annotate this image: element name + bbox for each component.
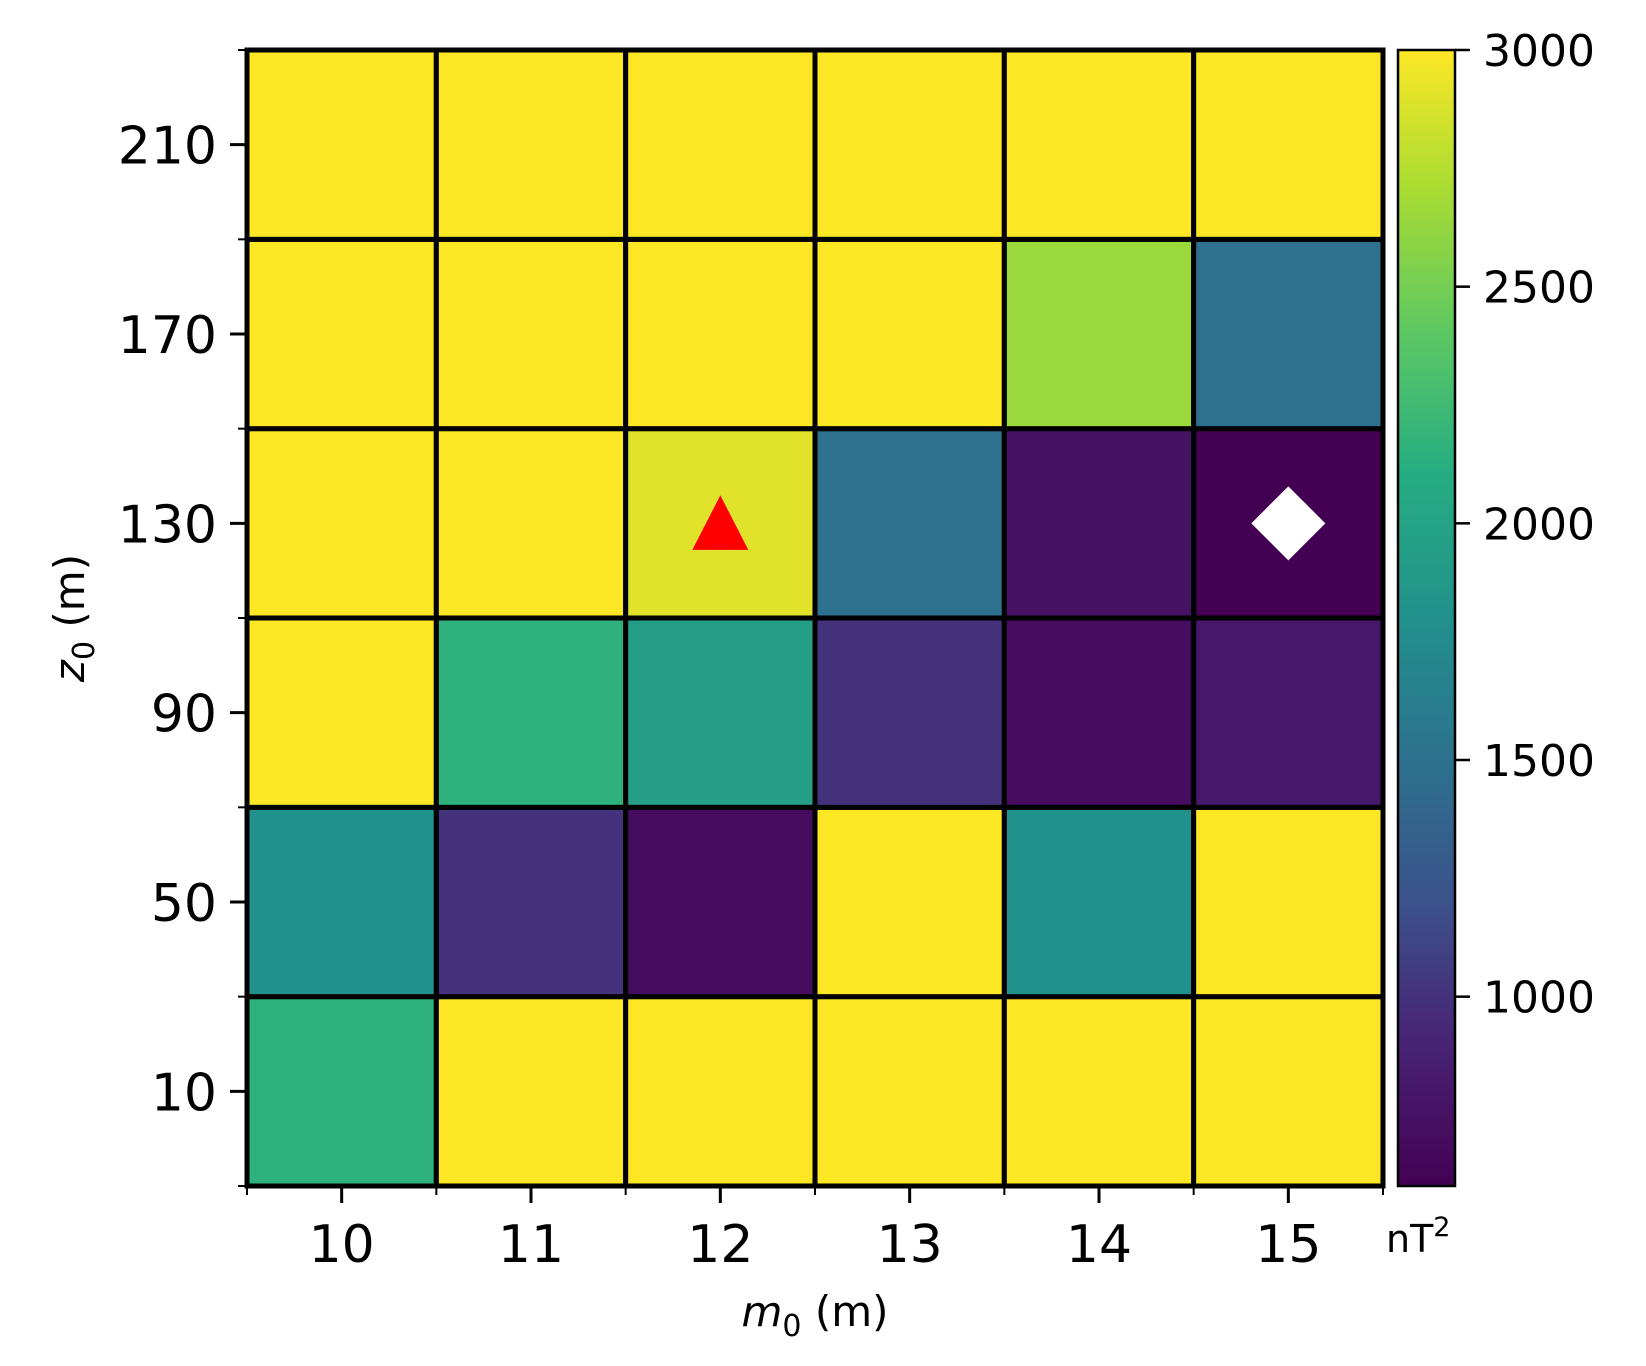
- colorbar-tick-label: 3000: [1483, 26, 1595, 77]
- heatmap-cell: [1001, 615, 1197, 810]
- colorbar-tick-label: 1500: [1483, 736, 1595, 787]
- heatmap-cell: [244, 804, 439, 1000]
- heatmap-cell: [244, 615, 439, 810]
- heatmap-cell: [244, 236, 439, 432]
- colorbar: 1000 1500 2000 2500 3000 nT2: [1386, 26, 1595, 1261]
- heatmap-cell: [1191, 804, 1386, 1000]
- y-tick-label: 10: [151, 1063, 217, 1123]
- axis-labels: m0 (m) z0 (m): [45, 554, 889, 1344]
- x-tick-label: 12: [687, 1215, 753, 1275]
- x-tick-label: 13: [877, 1215, 943, 1275]
- heatmap-cell: [1001, 47, 1197, 242]
- y-tick-label: 170: [118, 306, 217, 366]
- axes: 10 11 12 13 14 15 10 50 90 130 170 210: [118, 48, 1385, 1275]
- heatmap-cell: [244, 426, 439, 621]
- markers: [692, 486, 1326, 561]
- heatmap-cell: [812, 804, 1007, 1000]
- triangle-marker: [692, 495, 749, 550]
- y-tick-label: 90: [151, 685, 217, 745]
- heatmap-cell: [433, 47, 629, 242]
- heatmap-cells: [244, 47, 1386, 1189]
- heatmap-cell: [812, 615, 1007, 810]
- heatmap-cell: [623, 804, 818, 1000]
- heatmap-cell: [244, 47, 439, 242]
- heatmap-cell: [1191, 47, 1386, 242]
- heatmap-cell: [812, 236, 1007, 432]
- y-tick-label: 210: [118, 117, 217, 177]
- heatmap-cell: [1191, 236, 1386, 432]
- heatmap-cell: [244, 994, 439, 1189]
- heatmap-cell: [433, 236, 629, 432]
- x-tick-label: 14: [1066, 1215, 1132, 1275]
- heatmap-cell: [433, 615, 629, 810]
- x-axis-label: m0 (m): [741, 1287, 888, 1344]
- heatmap-cell: [433, 994, 629, 1189]
- heatmap-cell: [623, 47, 818, 242]
- colorbar-tick-label: 2000: [1483, 499, 1595, 550]
- y-tick-label: 50: [151, 874, 217, 934]
- heatmap-cell: [1001, 426, 1197, 621]
- heatmap-cell: [433, 804, 629, 1000]
- heatmap-cell: [623, 236, 818, 432]
- colorbar-gradient: [1396, 48, 1457, 1188]
- x-tick-label: 15: [1255, 1215, 1321, 1275]
- heatmap-cell: [623, 994, 818, 1189]
- heatmap-cell: [812, 994, 1007, 1189]
- heatmap-cell: [1191, 615, 1386, 810]
- heatmap-cell: [812, 47, 1007, 242]
- diamond-marker: [1251, 486, 1326, 561]
- colorbar-tick-label: 2500: [1483, 263, 1595, 314]
- heatmap-cell: [1001, 804, 1197, 1000]
- x-tick-label: 10: [309, 1215, 375, 1275]
- colorbar-tick-label: 1000: [1483, 973, 1595, 1024]
- heatmap-cell: [812, 426, 1007, 621]
- heatmap-cell: [623, 615, 818, 810]
- heatmap-cell: [1001, 236, 1197, 432]
- y-axis-label: z0 (m): [45, 554, 102, 683]
- heatmap-cell: [1191, 994, 1386, 1189]
- colorbar-unit-label: nT2: [1386, 1212, 1450, 1261]
- heatmap-cell: [1001, 994, 1197, 1189]
- heatmap-cell: [433, 426, 629, 621]
- y-tick-label: 130: [118, 495, 217, 555]
- x-tick-label: 11: [498, 1215, 564, 1275]
